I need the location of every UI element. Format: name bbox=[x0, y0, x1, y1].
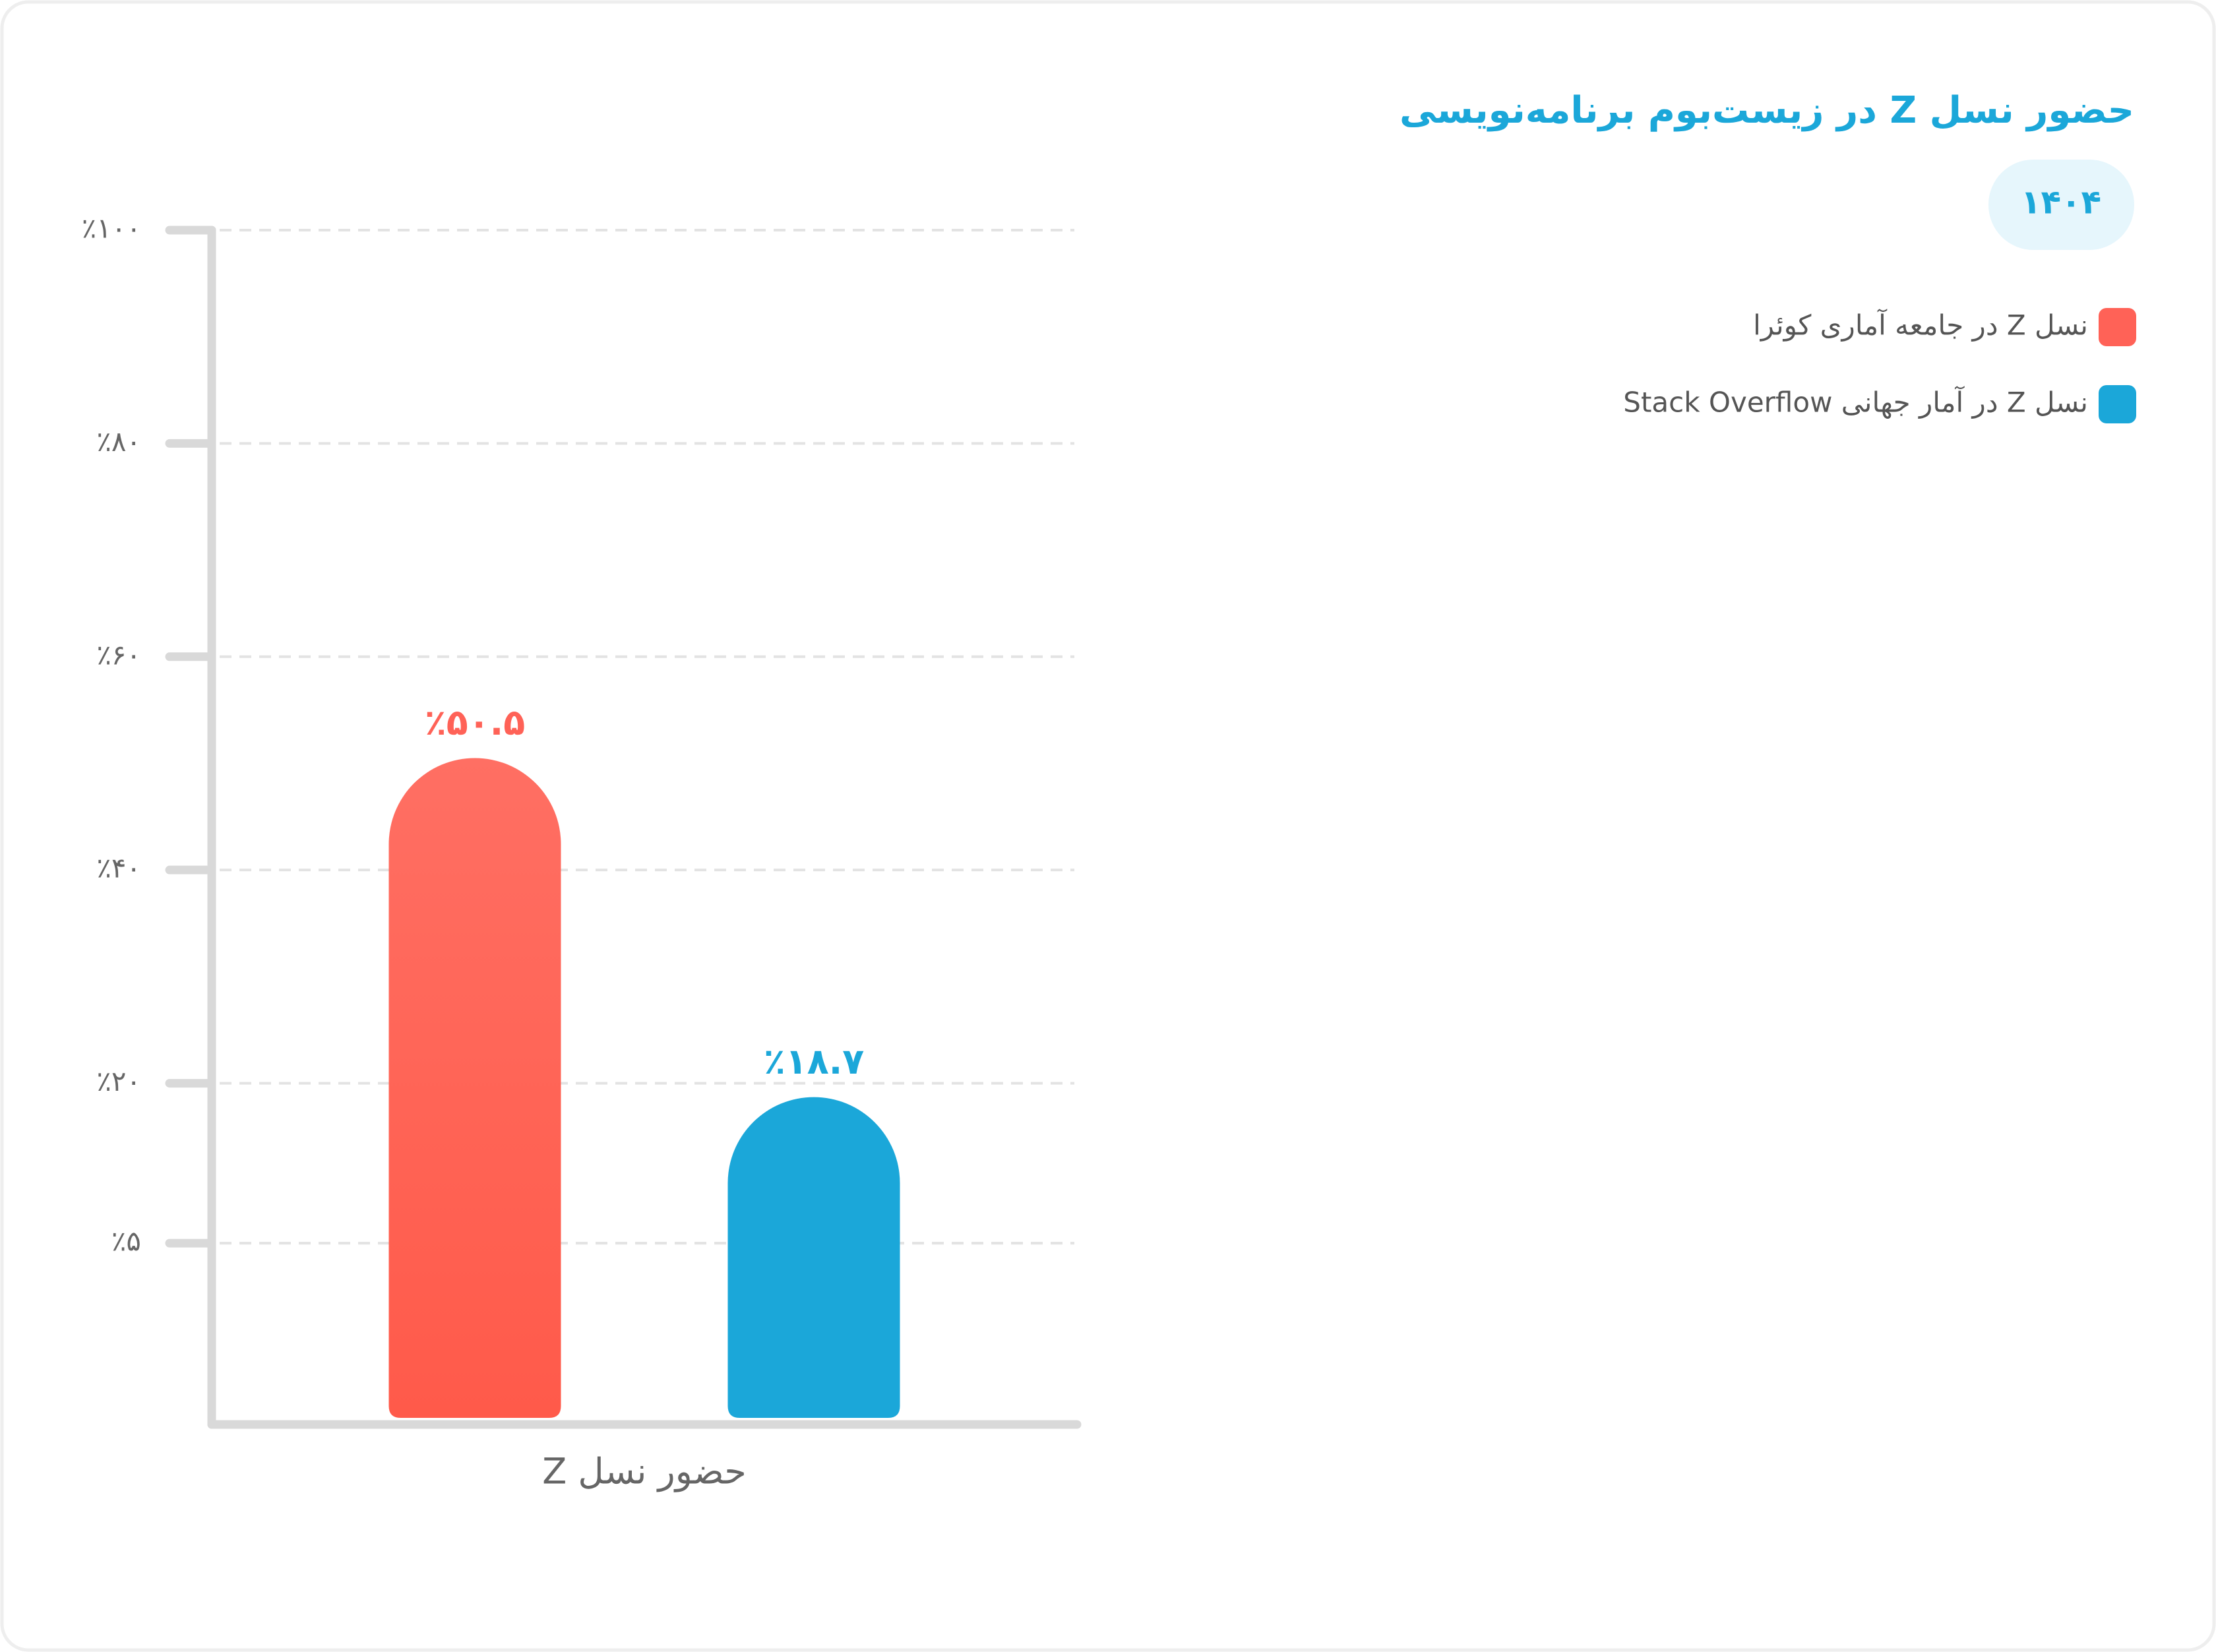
bar bbox=[388, 758, 561, 1418]
year-badge bbox=[1988, 160, 2134, 250]
chart-subtitle: ۱۴۰۴ bbox=[2021, 183, 2101, 222]
y-tick-label: ٪۴۰ bbox=[96, 852, 141, 884]
chart-title: حضور نسل Z در زیست‌بوم برنامه‌نویسی bbox=[1400, 89, 2134, 132]
value-label: ٪۵۰.۵ bbox=[425, 702, 525, 743]
legend-label: نسل Z در آمار جهانی Stack Overflow bbox=[1623, 386, 2088, 419]
bar bbox=[727, 1097, 900, 1418]
x-axis-label: حضور نسل Z bbox=[542, 1451, 747, 1492]
value-label: ٪۱۸.۷ bbox=[764, 1041, 864, 1082]
y-tick-label: ٪۶۰ bbox=[96, 638, 141, 671]
y-tick-label: ٪۸۰ bbox=[96, 425, 141, 458]
y-tick-label: ٪۱۰۰ bbox=[82, 212, 141, 245]
y-tick-label: ٪۵ bbox=[111, 1225, 141, 1258]
legend-swatch bbox=[2099, 308, 2136, 346]
legend-swatch bbox=[2099, 385, 2136, 423]
legend-label: نسل Z در جامعه آماری کوئرا bbox=[1753, 309, 2088, 342]
y-tick-label: ٪۲۰ bbox=[96, 1065, 141, 1097]
